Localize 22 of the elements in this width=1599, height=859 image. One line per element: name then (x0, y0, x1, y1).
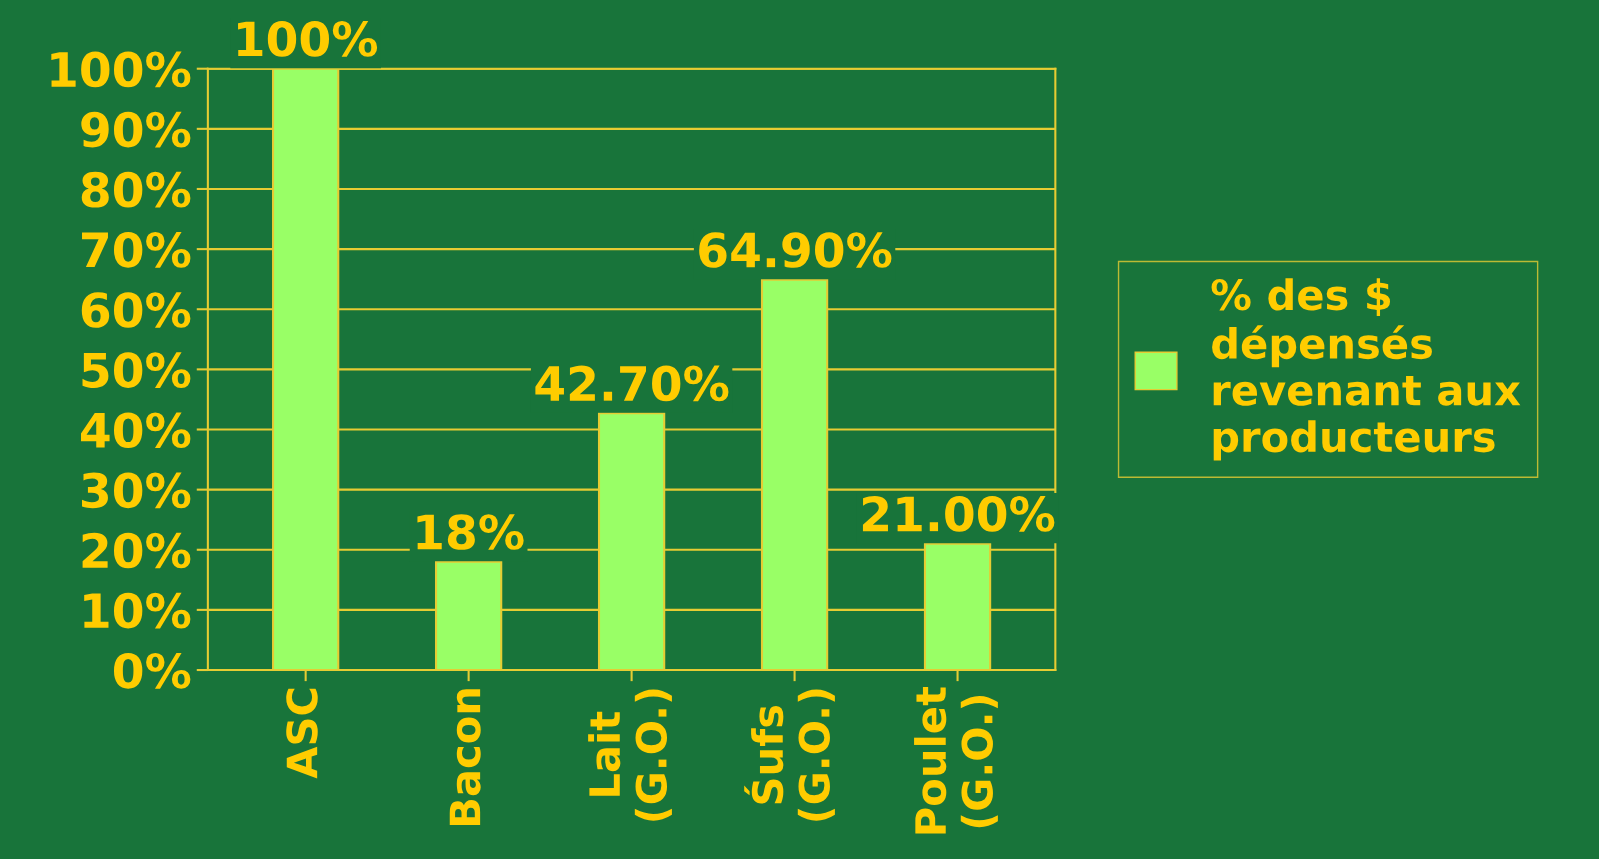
x-tick-label: Lait (G.O.) (588, 689, 672, 821)
data-label: 64.90% (699, 232, 892, 268)
x-tick-label: Bacon (449, 689, 481, 826)
y-tick-label: 40% (80, 412, 191, 449)
data-label: 42.70% (535, 365, 729, 402)
y-tick-label: 10% (84, 592, 191, 629)
y-tick-label: 20% (82, 532, 191, 569)
y-tick-label: 70% (82, 232, 191, 268)
y-tick-label: 60% (81, 292, 191, 328)
x-tick-label: Śufs (G.O.) (744, 689, 835, 821)
y-tick-label: 0% (113, 652, 191, 689)
y-tick-label: 100% (51, 51, 191, 88)
data-label: 21.00% (862, 496, 1055, 532)
x-tick-label: ASC (286, 688, 318, 779)
y-tick-label: 90% (81, 111, 191, 148)
data-label: 18% (417, 514, 524, 550)
data-label: 100% (238, 21, 378, 57)
x-tick-label: Poulet (G.O.) (914, 686, 998, 834)
legend-label: % des $ dépensés revenant aux producteurs (1211, 278, 1521, 461)
y-tick-label: 30% (82, 472, 191, 509)
y-tick-label: 50% (82, 352, 191, 388)
y-tick-label: 80% (81, 171, 191, 208)
